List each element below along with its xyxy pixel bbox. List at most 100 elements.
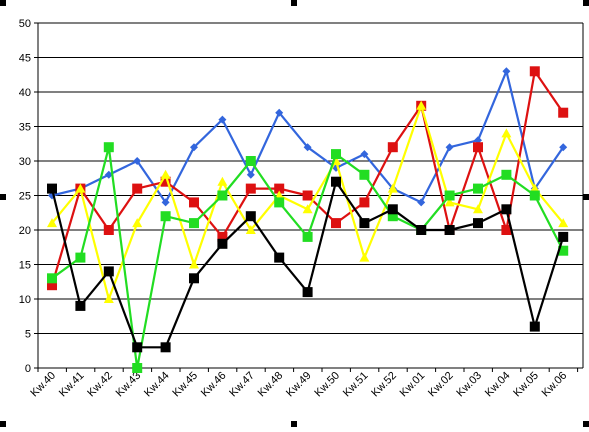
series-1 xyxy=(48,67,568,207)
series-5-point-7 xyxy=(245,211,256,222)
x-tick-label-Kw.47: Kw.47 xyxy=(227,370,257,400)
x-axis-tick-labels: Kw.40Kw.41Kw.42Kw.43Kw.44Kw.45Kw.46Kw.47… xyxy=(28,370,569,400)
series-4-point-6 xyxy=(217,190,228,201)
resize-handle-bottom-right[interactable] xyxy=(583,421,589,427)
series-3-point-9 xyxy=(302,204,313,214)
series-5-point-11 xyxy=(359,218,370,229)
y-tick-label-50: 50 xyxy=(19,18,31,30)
series-2-point-8 xyxy=(274,183,285,194)
series-4-point-0 xyxy=(47,273,57,284)
series-4-point-3 xyxy=(132,363,143,373)
resize-handle-top-right[interactable] xyxy=(583,0,589,6)
series-5-point-6 xyxy=(217,238,228,249)
series-2-point-9 xyxy=(302,190,313,201)
series-2-line xyxy=(50,70,565,286)
y-axis-tick-labels: 0 5 10 15 20 25 30 35 40 45 50 xyxy=(19,18,31,375)
series-1-point-5 xyxy=(190,143,198,152)
series-group xyxy=(47,66,569,373)
series-2-point-5 xyxy=(189,197,199,208)
series-4-point-4 xyxy=(160,211,171,222)
series-3-point-16 xyxy=(501,128,512,138)
y-tick-label-30: 30 xyxy=(19,156,31,168)
series-5-point-18 xyxy=(558,231,569,242)
series-4-point-5 xyxy=(189,218,199,229)
x-tick-label-Kw.44: Kw.44 xyxy=(142,370,172,400)
series-4-point-15 xyxy=(473,183,483,194)
series-4-line xyxy=(51,146,565,370)
series-2-point-7 xyxy=(245,183,256,194)
y-tick-label-45: 45 xyxy=(19,53,31,65)
series-5-point-1 xyxy=(75,300,86,311)
series-3-point-0 xyxy=(47,218,57,228)
series-1-point-7 xyxy=(246,170,255,179)
series-2-point-6 xyxy=(217,231,228,242)
series-4-point-16 xyxy=(501,169,512,180)
series-2-point-12 xyxy=(387,142,398,153)
x-tick-label-Kw.03: Kw.03 xyxy=(454,370,484,400)
series-4 xyxy=(47,142,569,373)
series-1-point-16 xyxy=(502,67,511,76)
series-3 xyxy=(47,100,569,303)
series-3-point-12 xyxy=(387,183,398,193)
series-2-point-18 xyxy=(558,107,569,118)
series-2-point-15 xyxy=(473,142,483,153)
series-2-point-4 xyxy=(160,176,171,187)
x-tick-label-Kw.50: Kw.50 xyxy=(312,370,342,400)
series-4-point-11 xyxy=(359,169,370,180)
series-4-point-2 xyxy=(103,142,114,153)
resize-handle-middle-right[interactable] xyxy=(583,194,589,200)
series-5-point-5 xyxy=(189,273,199,284)
series-5-point-16 xyxy=(501,204,512,215)
series-5-point-9 xyxy=(302,287,313,298)
x-tick-label-Kw.02: Kw.02 xyxy=(426,370,456,400)
x-tick-label-Kw.01: Kw.01 xyxy=(398,370,428,400)
series-2-point-2 xyxy=(103,225,114,235)
x-tick-label-Kw.05: Kw.05 xyxy=(511,370,541,400)
series-3-point-3 xyxy=(132,218,143,228)
x-tick-label-Kw.04: Kw.04 xyxy=(483,370,513,400)
y-tick-label-35: 35 xyxy=(19,122,31,134)
series-1-point-9 xyxy=(303,143,312,152)
series-1-point-2 xyxy=(104,170,113,179)
series-3-point-4 xyxy=(160,169,171,179)
series-3-point-1 xyxy=(75,183,86,193)
series-1-point-13 xyxy=(417,198,426,207)
series-1-point-11 xyxy=(360,150,369,159)
x-tick-label-Kw.41: Kw.41 xyxy=(57,370,87,400)
series-1-point-6 xyxy=(218,115,227,124)
series-4-point-9 xyxy=(302,231,313,242)
series-5-point-3 xyxy=(132,342,143,353)
resize-handle-middle-left[interactable] xyxy=(0,194,6,200)
series-5-point-12 xyxy=(387,204,398,215)
resize-handle-top-left[interactable] xyxy=(0,0,6,6)
x-tick-label-Kw.51: Kw.51 xyxy=(341,370,371,400)
series-4-point-14 xyxy=(444,190,455,201)
resize-handle-bottom-left[interactable] xyxy=(0,421,6,427)
series-1-point-8 xyxy=(275,108,284,117)
series-4-point-12 xyxy=(387,211,398,222)
x-tick-label-Kw.40: Kw.40 xyxy=(28,370,58,400)
series-5-point-8 xyxy=(274,252,285,263)
series-5-point-10 xyxy=(331,176,341,187)
series-3-point-15 xyxy=(473,204,483,214)
x-tick-label-Kw.06: Kw.06 xyxy=(540,370,570,400)
series-1-line xyxy=(51,70,565,204)
series-2-point-3 xyxy=(132,183,143,194)
series-5-point-0 xyxy=(47,183,57,194)
y-tick-label-25: 25 xyxy=(19,191,31,203)
series-5-point-4 xyxy=(160,342,171,353)
series-5-point-2 xyxy=(103,266,114,277)
series-3-point-7 xyxy=(245,225,256,234)
series-5-point-17 xyxy=(529,321,540,332)
resize-handle-top-middle[interactable] xyxy=(291,0,297,6)
x-tick-label-Kw.49: Kw.49 xyxy=(284,370,314,400)
series-4-point-1 xyxy=(75,252,86,263)
series-3-point-5 xyxy=(189,259,199,269)
resize-handle-bottom-middle[interactable] xyxy=(291,421,297,427)
series-2-point-10 xyxy=(331,218,341,229)
series-4-point-10 xyxy=(331,149,341,160)
series-1-point-18 xyxy=(559,143,568,152)
y-tick-label-0: 0 xyxy=(25,363,31,375)
